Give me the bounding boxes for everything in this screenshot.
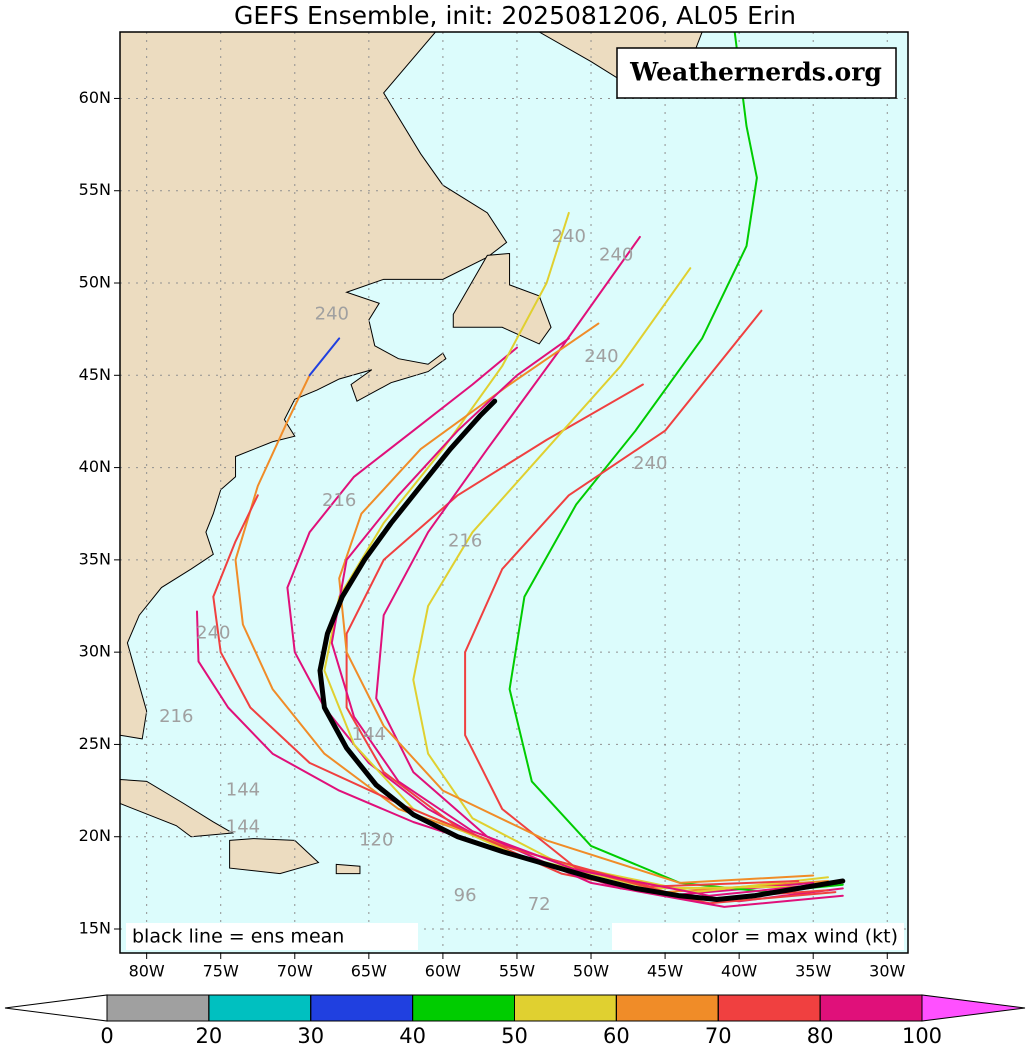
hour-label: 240	[633, 453, 667, 474]
hour-label: 240	[599, 244, 633, 265]
hour-label: 216	[322, 490, 356, 511]
colorbar-label: 30	[297, 1024, 324, 1048]
y-tick-label: 30N	[79, 642, 111, 661]
y-tick-label: 40N	[79, 457, 111, 476]
tracks: 240 240 240 240 240 240 216 216 216 144 144 144 120 9…	[159, 32, 846, 915]
hour-label: 216	[448, 530, 482, 551]
land-mass	[229, 838, 320, 875]
map-title: GEFS Ensemble, init: 2025081206, AL05 Er…	[234, 1, 796, 30]
colorbar-label: 100	[902, 1024, 942, 1048]
colorbar-over	[921, 994, 1026, 1022]
y-tick-label: 60N	[79, 88, 111, 107]
hour-label: 144	[226, 816, 260, 837]
annotation-bg	[126, 923, 418, 950]
hour-label: 216	[159, 706, 193, 727]
x-tick-label: 80W	[129, 962, 165, 981]
hour-label: 144	[352, 724, 386, 745]
hour-label: 240	[315, 303, 349, 324]
watermark-box	[616, 47, 897, 99]
annotation: black line = ens mean	[132, 926, 344, 948]
hour-label: 120	[359, 829, 393, 850]
x-tick-label: 45W	[647, 962, 683, 981]
colorbar-label: 80	[807, 1024, 834, 1048]
y-tick-label: 45N	[79, 365, 111, 384]
colorbar-bin	[106, 994, 210, 1022]
colorbar-label: 50	[501, 1024, 528, 1048]
y-tick-label: 50N	[79, 273, 111, 292]
mean-track	[317, 398, 846, 902]
colorbar-label: 40	[399, 1024, 426, 1048]
ensemble-track	[308, 337, 341, 377]
colorbar-bin	[819, 994, 923, 1022]
land-mass	[120, 32, 508, 740]
colorbar-under	[4, 994, 108, 1022]
watermark: Weathernerds.org	[629, 58, 882, 87]
y-tick-label: 15N	[79, 919, 111, 938]
y-tick-label: 55N	[79, 180, 111, 199]
y-tick-label: 35N	[79, 549, 111, 568]
colorbar-bin	[615, 994, 719, 1022]
hour-label: 72	[528, 894, 551, 915]
x-tick-label: 50W	[573, 962, 609, 981]
colorbar-bin	[412, 994, 515, 1022]
ensemble-track	[338, 322, 815, 884]
annotation-bg	[612, 923, 904, 950]
x-tick-label: 75W	[203, 962, 239, 981]
x-tick-label: 70W	[277, 962, 313, 981]
hour-label: 240	[552, 226, 586, 247]
colorbar-bin	[514, 994, 617, 1022]
land-mass	[335, 863, 361, 875]
x-tick-label: 55W	[499, 962, 535, 981]
overlay: 80W 75W 70W 65W 60W 55W 50W 45W 40W 35W 30W 15N 20N 2…	[79, 47, 906, 981]
x-tick-label: 65W	[351, 962, 387, 981]
map-frame	[119, 31, 909, 954]
colorbar-bin	[310, 994, 414, 1022]
hour-label: 240	[196, 623, 230, 644]
ensemble-track	[330, 337, 837, 897]
x-tick-label: 30W	[869, 962, 905, 981]
x-tick-label: 60W	[425, 962, 461, 981]
ensemble-track	[212, 494, 800, 888]
colorbar-label: 60	[603, 1024, 630, 1048]
y-tick-label: 25N	[79, 734, 111, 753]
colorbar-bin	[717, 994, 821, 1022]
y-tick-label: 20N	[79, 826, 111, 845]
x-tick-label: 40W	[721, 962, 757, 981]
ensemble-track	[464, 309, 829, 901]
ensemble-track	[508, 32, 844, 894]
annotation: color = max wind (kt)	[692, 926, 898, 948]
grid	[120, 32, 908, 953]
land-mass	[120, 779, 235, 838]
colorbar-bin	[208, 994, 312, 1022]
hour-label: 240	[584, 346, 618, 367]
hour-label: 96	[454, 885, 477, 906]
colorbar-label: 0	[100, 1024, 113, 1048]
hour-label: 144	[226, 780, 260, 801]
colorbar-label: 70	[705, 1024, 732, 1048]
x-tick-label: 35W	[795, 962, 831, 981]
colorbar-label: 20	[196, 1024, 223, 1048]
